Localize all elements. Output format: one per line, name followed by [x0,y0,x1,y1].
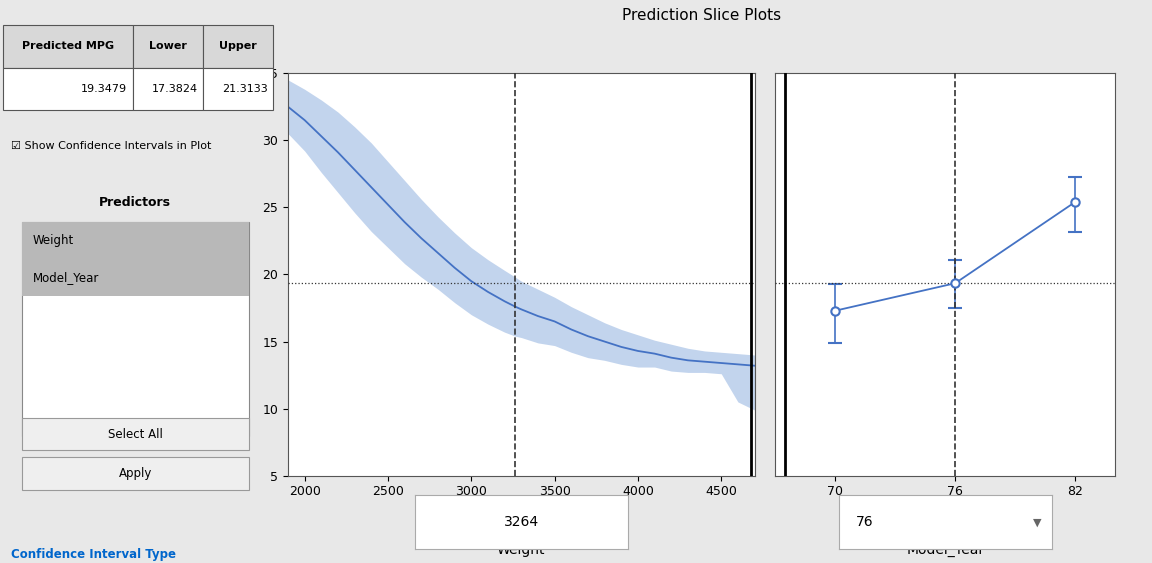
Text: Upper: Upper [219,42,257,51]
Text: Predicted MPG: Predicted MPG [22,42,114,51]
Text: ☑ Show Confidence Intervals in Plot: ☑ Show Confidence Intervals in Plot [10,141,211,151]
Bar [203,25,273,68]
Bar [132,68,203,110]
Bar [132,25,203,68]
Text: ▼: ▼ [1032,517,1041,527]
Text: 19.3479: 19.3479 [81,84,127,93]
Text: Prediction Slice Plots: Prediction Slice Plots [622,8,781,24]
X-axis label: Model_Year: Model_Year [907,543,984,557]
Bar [22,457,249,490]
Text: Lower: Lower [149,42,187,51]
Text: 76: 76 [856,515,873,529]
Text: 3264: 3264 [503,515,539,529]
Text: Select All: Select All [108,427,162,441]
Text: Model_Year: Model_Year [32,271,99,284]
Bar [22,259,249,296]
X-axis label: Weight: Weight [497,543,546,557]
Text: Weight: Weight [32,234,74,247]
Bar [203,68,273,110]
Text: Apply: Apply [119,467,152,480]
Text: Predictors: Predictors [99,196,172,209]
Bar [2,25,132,68]
Bar [2,68,132,110]
Text: Confidence Interval Type: Confidence Interval Type [10,548,176,561]
Bar [22,418,249,450]
Text: 17.3824: 17.3824 [152,84,198,93]
Bar [22,222,249,436]
Bar [22,222,249,259]
Text: 21.3133: 21.3133 [222,84,268,93]
